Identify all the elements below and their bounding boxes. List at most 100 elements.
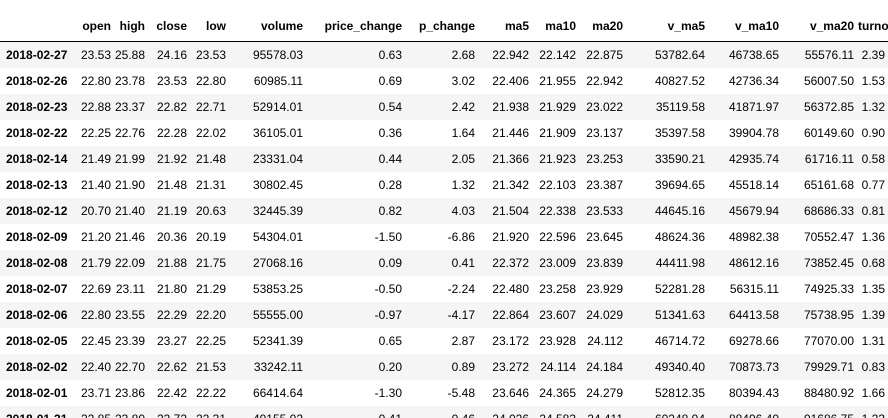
table-cell: 21.29 — [195, 282, 226, 296]
table-cell: 2.42 — [451, 100, 475, 114]
table-cell: 21.48 — [156, 178, 187, 192]
column-header: v_ma5 — [627, 11, 709, 42]
table-cell: 0.63 — [378, 48, 402, 62]
table-cell: 3.02 — [451, 74, 475, 88]
table-cell: 23.533 — [586, 204, 623, 218]
table-cell: 22.85 — [70, 406, 115, 418]
table-cell: -1.50 — [374, 230, 402, 244]
table-cell: 24.583 — [533, 406, 580, 418]
table-cell: 21.92 — [156, 152, 187, 166]
column-header: high — [115, 11, 149, 42]
table-cell: 21.31 — [195, 178, 226, 192]
table-row: 2018-02-06 22.80 23.55 22.29 22.20 55555.00 -0… — [0, 302, 888, 328]
table-cell: 4.03 — [451, 204, 475, 218]
table-row: 2018-02-26 22.80 23.78 23.53 22.80 60985.11 0.… — [0, 68, 888, 94]
table-row: 2018-02-22 22.25 22.76 22.28 22.02 36105.01 0.… — [0, 120, 888, 146]
table-cell: 23.80 — [115, 406, 149, 418]
table-cell: 21.366 — [492, 152, 529, 166]
table-cell: 1.36 — [861, 230, 885, 244]
table-cell: 36105.01 — [252, 126, 303, 140]
table-cell: 22.20 — [195, 308, 226, 322]
table-cell: 1.39 — [861, 308, 885, 322]
table-cell: 23.172 — [492, 334, 529, 348]
table-cell: 1.32 — [861, 100, 885, 114]
table-cell: 21.955 — [539, 74, 576, 88]
table-cell: 23.137 — [586, 126, 623, 140]
table-cell: 49155.02 — [230, 406, 307, 418]
table-cell: 0.83 — [861, 360, 885, 374]
table-cell: 46714.72 — [654, 334, 705, 348]
table-cell: 23.71 — [80, 386, 111, 400]
table-cell: 52812.35 — [654, 386, 705, 400]
table-cell: 21.75 — [195, 256, 226, 270]
table-cell: 23.72 — [149, 406, 191, 418]
table-cell: 42935.74 — [728, 152, 779, 166]
table-cell: 23.928 — [539, 334, 576, 348]
table-header-row: open high close low volume price_change p_chan… — [0, 11, 888, 42]
table-cell: 22.338 — [539, 204, 576, 218]
table-cell: 55576.11 — [804, 48, 854, 62]
table-cell: 23.929 — [586, 282, 623, 296]
table-cell: -0.50 — [374, 282, 402, 296]
table-body: 2018-02-27 23.53 25.88 24.16 23.53 95578.03 0.… — [0, 41, 888, 418]
table-cell: 1.53 — [861, 74, 885, 88]
table-cell: -1.30 — [374, 386, 402, 400]
table-cell: 23.53 — [156, 74, 187, 88]
table-cell: 21.79 — [80, 256, 111, 270]
table-cell: 39694.65 — [654, 178, 705, 192]
table-cell: 1.32 — [451, 178, 475, 192]
table-cell: 54304.01 — [252, 230, 303, 244]
table-cell: 22.80 — [80, 308, 111, 322]
table-cell: 75738.95 — [803, 308, 854, 322]
table-cell: 21.48 — [195, 152, 226, 166]
table-cell: 22.596 — [539, 230, 576, 244]
row-index-date: 2018-02-22 — [6, 126, 68, 140]
table-cell: 21.49 — [80, 152, 111, 166]
table-cell: 21.909 — [539, 126, 576, 140]
table-cell: 24.029 — [586, 308, 623, 322]
table-cell: 44645.16 — [654, 204, 705, 218]
table-cell: 22.875 — [586, 48, 623, 62]
table-cell: 22.80 — [195, 74, 226, 88]
column-header: v_ma20 — [783, 11, 858, 42]
table-cell: 23.37 — [115, 100, 146, 114]
row-index-date: 2018-02-02 — [6, 360, 68, 374]
column-header: price_change — [307, 11, 406, 42]
row-index-date: 2018-02-23 — [6, 100, 68, 114]
row-index-date: 2018-02-12 — [6, 204, 68, 218]
table-cell: 22.372 — [492, 256, 529, 270]
table-cell: 56007.50 — [803, 74, 854, 88]
table-cell: 24.365 — [539, 386, 576, 400]
table-cell: 22.09 — [115, 256, 146, 270]
table-row: 2018-02-23 22.88 23.37 22.82 22.71 52914.01 0.… — [0, 94, 888, 120]
table-cell: 21.938 — [492, 100, 529, 114]
table-row: 2018-02-09 21.20 21.46 20.36 20.19 54304.01 -1… — [0, 224, 888, 250]
table-cell: 22.406 — [492, 74, 529, 88]
table-cell: 48624.36 — [654, 230, 705, 244]
table-cell: -0.97 — [374, 308, 402, 322]
table-cell: 1.31 — [861, 334, 885, 348]
table-cell: 0.44 — [378, 152, 402, 166]
table-cell: 23.53 — [195, 48, 226, 62]
row-index-date: 2018-02-05 — [6, 334, 68, 348]
row-index-date: 2018-02-06 — [6, 308, 68, 322]
table-cell: 73852.45 — [803, 256, 854, 270]
table-cell: 40827.52 — [654, 74, 705, 88]
column-header: ma20 — [580, 11, 627, 42]
table-cell: 0.20 — [378, 360, 402, 374]
table-cell: 88496.40 — [709, 406, 783, 418]
table-cell: 23.253 — [586, 152, 623, 166]
table-cell: 22.02 — [195, 126, 226, 140]
index-header — [0, 11, 70, 42]
table-cell: 0.77 — [861, 178, 885, 192]
table-cell: 21.88 — [156, 256, 187, 270]
table-cell: 45679.94 — [728, 204, 779, 218]
table-cell: 0.36 — [378, 126, 402, 140]
table-cell: 23.53 — [80, 48, 111, 62]
table-cell: 45518.14 — [728, 178, 779, 192]
table-cell: -6.86 — [447, 230, 475, 244]
table-cell: 80394.43 — [728, 386, 779, 400]
table-cell: 24.411 — [580, 406, 627, 418]
table-cell: 0.69 — [378, 74, 402, 88]
